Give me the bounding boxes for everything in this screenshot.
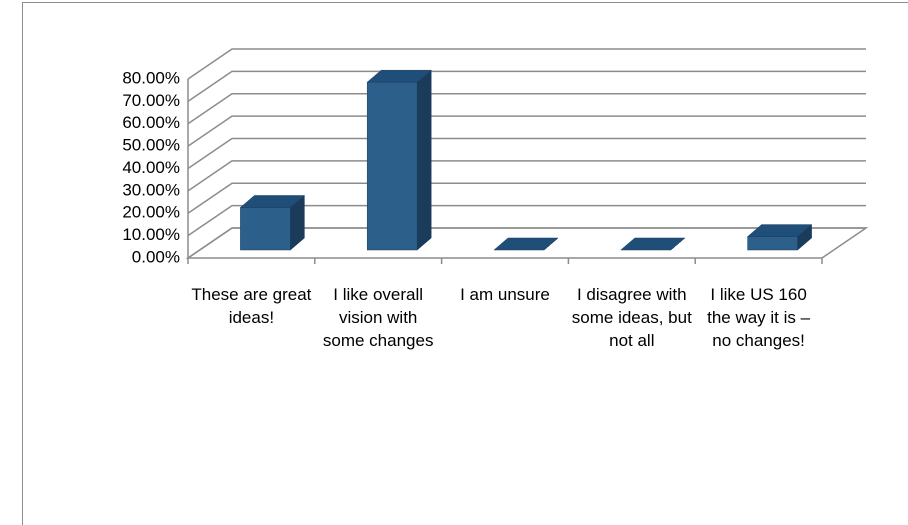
bar-side: [290, 194, 305, 251]
y-tick-label: 0.00%: [132, 247, 180, 266]
y-tick-label: 60.00%: [122, 113, 180, 132]
x-tick-label: I disagree with some ideas, but not all: [571, 285, 692, 350]
grid-line: [187, 115, 866, 147]
y-tick-label: 30.00%: [122, 180, 180, 199]
x-tick-label: I am unsure: [460, 285, 550, 304]
bar-front: [747, 236, 798, 251]
y-tick-label: 40.00%: [122, 158, 180, 177]
bar-side: [543, 237, 559, 251]
x-tick-label: I like overall vision with some changes: [322, 285, 434, 350]
grid-line: [187, 227, 866, 259]
bar-front: [240, 207, 291, 251]
y-tick-label: 50.00%: [122, 136, 180, 155]
y-tick-label: 20.00%: [122, 203, 180, 222]
grid-line: [187, 93, 866, 125]
x-tick-label: These are great ideas!: [191, 285, 312, 327]
grid-line: [187, 160, 866, 192]
bar-side: [416, 69, 432, 251]
bar-side: [797, 224, 812, 251]
grid-line: [187, 137, 866, 170]
bar-front: [366, 81, 418, 251]
y-tick-label: 10.00%: [122, 225, 180, 244]
bar-side: [670, 237, 685, 251]
grid-line: [187, 182, 866, 214]
y-tick-label: 80.00%: [122, 68, 180, 87]
y-tick-label: 70.00%: [122, 91, 180, 110]
chart-frame: [22, 2, 908, 525]
x-tick-label: I like US 160 the way it is – no changes…: [707, 285, 811, 350]
grid-line: [187, 204, 866, 237]
grid-line: [187, 70, 866, 102]
grid-line: [187, 48, 866, 80]
